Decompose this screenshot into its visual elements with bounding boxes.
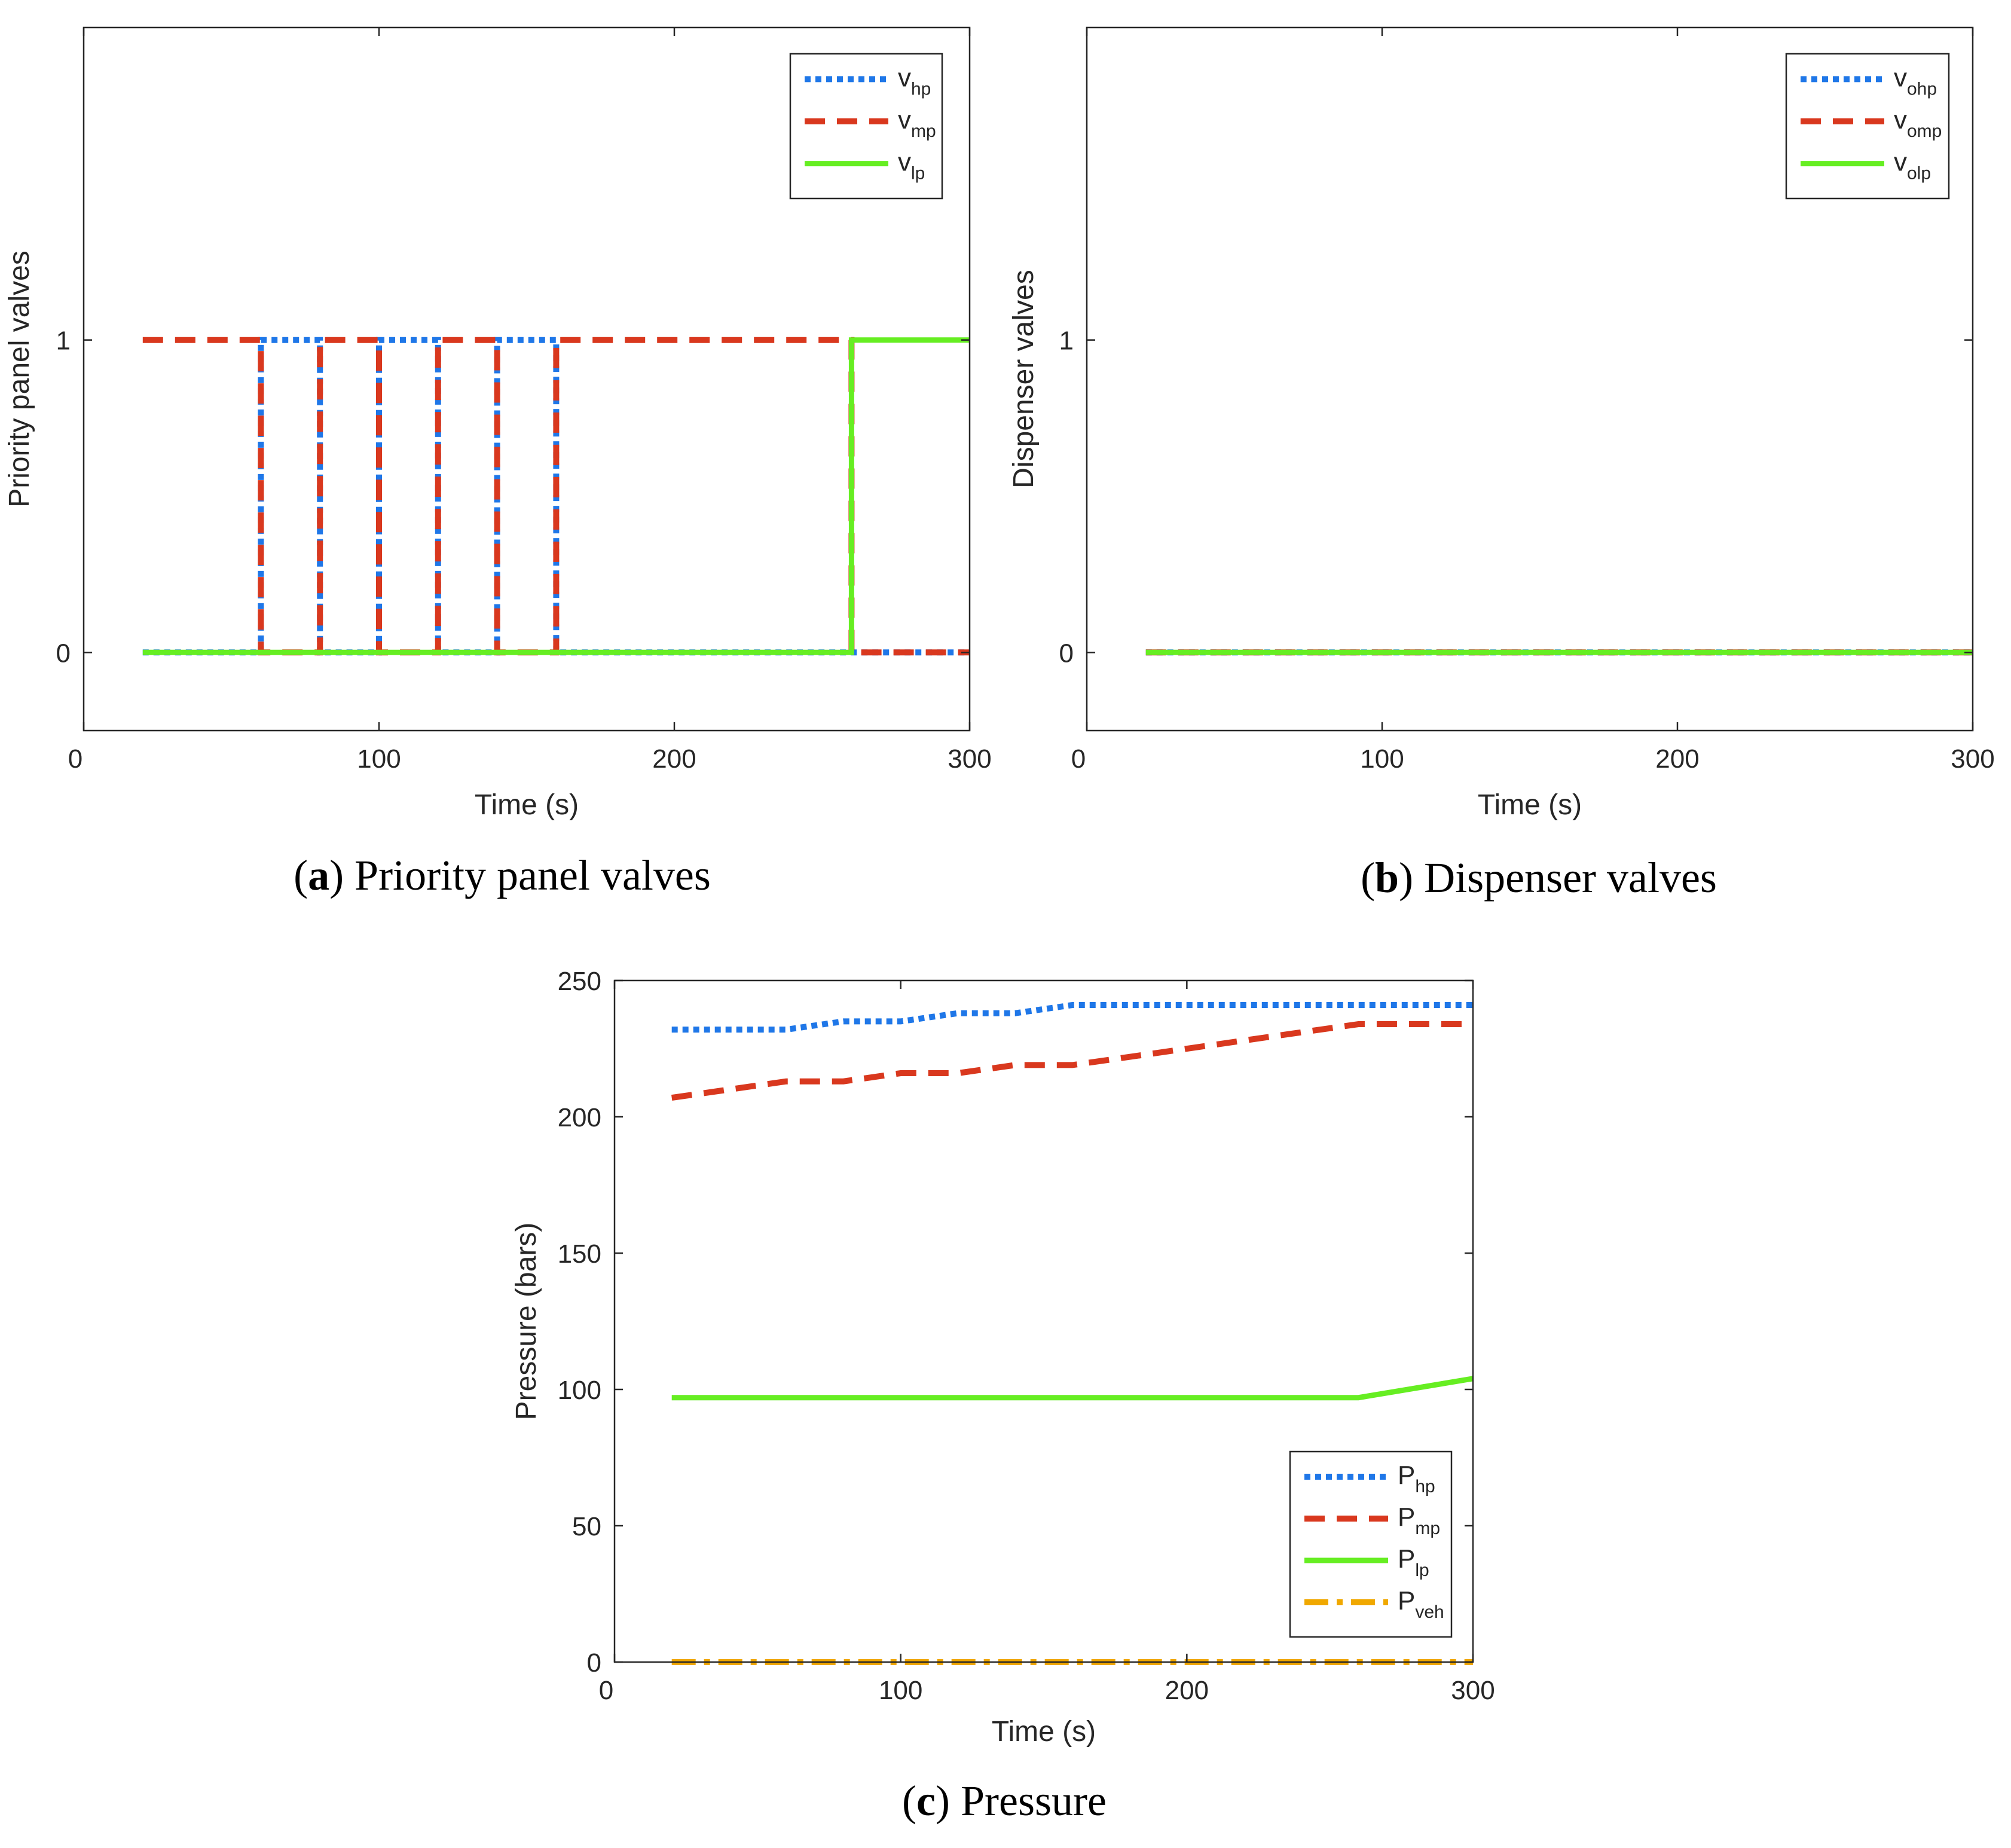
x-tick-label: 100 <box>357 744 401 774</box>
x-tick-label: 200 <box>1655 744 1699 774</box>
chart-b: 0 100 200 300 0 1 Time (s) Dispenser valves vohp… <box>1008 26 1995 902</box>
legend-box <box>1289 1450 1453 1638</box>
legend-entry-v-olp: volp <box>1894 148 1931 184</box>
x-tick-label: 0 <box>68 744 82 774</box>
series-line-v-lp <box>142 337 970 655</box>
series-line-p-lp <box>671 1376 1474 1401</box>
legend-entry-p-lp: Plp <box>1398 1544 1429 1580</box>
y-tick-label: 50 <box>572 1512 601 1541</box>
y-tick-label: 150 <box>558 1239 601 1269</box>
x-tick-label: 200 <box>652 744 696 774</box>
axes-box <box>613 979 1474 1663</box>
y-tick-label: 0 <box>587 1648 601 1678</box>
x-axis-label: Time (s) <box>475 789 579 821</box>
legend-entry-p-hp: Php <box>1398 1461 1435 1496</box>
caption-a: (a) Priority panel valves <box>294 851 711 899</box>
y-tick-label: 0 <box>1059 639 1074 668</box>
legend: Php Pmp Plp Pveh <box>1289 1450 1453 1638</box>
x-tick-label: 0 <box>599 1676 613 1705</box>
chart-a: 0 100 200 300 0 1 Time (s) Priority panel valve… <box>4 26 992 899</box>
legend: vohp vomp volp <box>1785 53 1950 200</box>
caption-b: (b) Dispenser valves <box>1361 854 1717 902</box>
x-tick-label: 200 <box>1165 1676 1209 1705</box>
x-tick-label: 300 <box>1951 744 1994 774</box>
y-tick-label: 1 <box>1059 326 1074 356</box>
series-line-p-mp <box>671 1021 1473 1101</box>
legend-entry-v-mp: vmp <box>898 105 936 141</box>
y-axis-label: Priority panel valves <box>4 251 35 508</box>
series-line-p-hp <box>671 1002 1473 1033</box>
axes-box <box>1086 26 1974 732</box>
x-tick-label: 300 <box>1451 1676 1495 1705</box>
y-axis-label: Pressure (bars) <box>511 1223 542 1421</box>
y-tick-label: 250 <box>558 967 601 996</box>
x-axis-label: Time (s) <box>1478 789 1582 821</box>
y-axis-label: Dispenser valves <box>1008 270 1040 488</box>
legend-entry-p-veh: Pveh <box>1398 1586 1444 1622</box>
x-tick-label: 300 <box>948 744 991 774</box>
x-tick-label: 100 <box>1360 744 1404 774</box>
legend-entry-v-hp: vhp <box>898 63 931 99</box>
axes-box <box>82 26 971 732</box>
y-tick-label: 200 <box>558 1103 601 1132</box>
legend: vhp vmp vlp <box>789 53 943 200</box>
y-tick-label: 0 <box>56 639 71 668</box>
legend-entry-v-lp: vlp <box>898 148 925 184</box>
x-axis-label: Time (s) <box>992 1716 1096 1748</box>
x-tick-label: 100 <box>879 1676 922 1705</box>
y-tick-label: 100 <box>558 1376 601 1405</box>
chart-c: 0 100 200 300 0 50 100 150 200 250 Time (s) Pressur… <box>511 967 1495 1825</box>
legend-entry-v-omp: vomp <box>1894 105 1942 141</box>
x-tick-label: 0 <box>1071 744 1086 774</box>
y-tick-label: 1 <box>56 326 71 356</box>
legend-entry-p-mp: Pmp <box>1398 1502 1440 1538</box>
caption-c: (c) Pressure <box>902 1777 1107 1825</box>
legend-box <box>789 53 943 200</box>
legend-entry-v-ohp: vohp <box>1894 63 1937 99</box>
